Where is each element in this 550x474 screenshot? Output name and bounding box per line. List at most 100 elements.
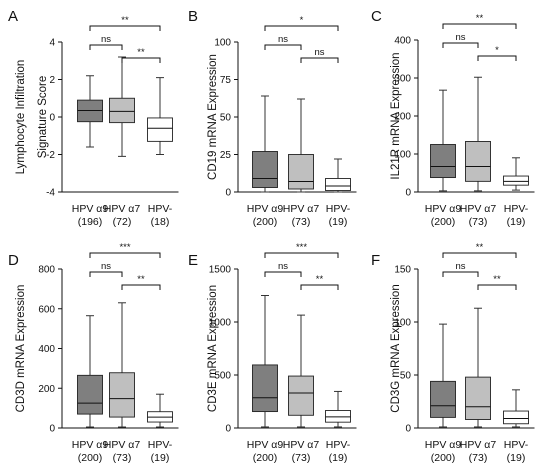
x-count-label: (73) bbox=[113, 452, 132, 464]
significance-bracket bbox=[121, 284, 161, 290]
y-tick-label: 4 bbox=[49, 38, 55, 49]
y-tick-label: 75 bbox=[220, 75, 232, 86]
box-3 bbox=[503, 157, 529, 191]
x-count-label: (200) bbox=[253, 216, 278, 228]
box-3 bbox=[147, 393, 173, 428]
significance-bracket bbox=[477, 284, 517, 290]
box-2 bbox=[465, 76, 491, 192]
significance-label: *** bbox=[119, 242, 130, 253]
y-tick-label: 0 bbox=[225, 424, 231, 435]
box-2 bbox=[288, 98, 314, 193]
box-1 bbox=[430, 323, 456, 428]
x-category-label: HPV α9 bbox=[247, 439, 284, 451]
x-category-label: HPV- bbox=[148, 203, 173, 215]
x-category-label: HPV α7 bbox=[283, 203, 320, 215]
y-tick-label: 100 bbox=[394, 150, 411, 161]
significance-bracket bbox=[442, 23, 517, 29]
panel-letter: E bbox=[188, 252, 198, 269]
significance-label: ** bbox=[493, 274, 501, 285]
y-tick-label: 500 bbox=[214, 371, 231, 382]
significance-bracket bbox=[89, 271, 123, 277]
x-category-label: HPV α7 bbox=[104, 203, 141, 215]
panel-letter: F bbox=[371, 252, 380, 269]
iqr-box bbox=[288, 154, 314, 190]
box-3 bbox=[325, 390, 351, 428]
significance-label: ns bbox=[314, 47, 324, 58]
x-count-label: (19) bbox=[507, 216, 526, 228]
x-category-label: HPV α7 bbox=[104, 439, 141, 451]
y-tick-label: 100 bbox=[214, 38, 231, 49]
significance-label: ** bbox=[316, 274, 324, 285]
y-axis-label: IL21R mRNA Expression bbox=[390, 52, 402, 179]
iqr-box bbox=[252, 151, 278, 188]
iqr-box bbox=[288, 375, 314, 416]
iqr-box bbox=[465, 141, 491, 182]
y-tick-label: 50 bbox=[400, 371, 412, 382]
y-tick-label: 400 bbox=[38, 344, 55, 355]
significance-bracket bbox=[442, 252, 517, 258]
x-count-label: (72) bbox=[113, 216, 132, 228]
box-1 bbox=[430, 89, 456, 192]
iqr-box bbox=[109, 372, 135, 418]
x-category-label: HPV- bbox=[326, 203, 351, 215]
x-count-label: (196) bbox=[78, 216, 103, 228]
significance-bracket bbox=[264, 25, 339, 31]
y-axis-label: CD3E mRNA Expression bbox=[207, 285, 219, 412]
panel-a: A -4 -2 0 2 4 Lymphocyte Infiltration Signature… bbox=[8, 8, 179, 228]
significance-label: * bbox=[495, 45, 499, 56]
significance-bracket bbox=[89, 252, 161, 258]
y-tick-label: -2 bbox=[46, 150, 55, 161]
box-2 bbox=[109, 302, 135, 428]
x-category-label: HPV α9 bbox=[72, 439, 109, 451]
significance-bracket bbox=[121, 57, 161, 63]
y-tick-label: 300 bbox=[394, 74, 411, 85]
box-3 bbox=[147, 77, 173, 155]
significance-label: ns bbox=[455, 32, 465, 43]
y-tick-label: -4 bbox=[46, 188, 55, 199]
significance-bracket bbox=[300, 57, 339, 63]
panel-c: C 0 100 200 300 400 IL21R mRNA Expression HPV α… bbox=[371, 8, 535, 228]
x-count-label: (19) bbox=[151, 452, 170, 464]
x-category-label: HPV α7 bbox=[283, 439, 320, 451]
x-count-label: (200) bbox=[431, 216, 456, 228]
iqr-box bbox=[503, 175, 529, 186]
iqr-box bbox=[430, 144, 456, 179]
iqr-box bbox=[77, 374, 103, 415]
significance-label: ** bbox=[476, 13, 484, 24]
panel-f: F 0 50 100 150 CD3G mRNA Expression HPV α9(200… bbox=[371, 242, 535, 464]
significance-bracket bbox=[89, 25, 161, 31]
panel-letter: D bbox=[8, 252, 19, 269]
y-axis-label: CD19 mRNA Expression bbox=[207, 54, 219, 180]
y-axis-label: CD3D mRNA Expression bbox=[15, 285, 27, 413]
y-tick-label: 50 bbox=[220, 113, 232, 124]
iqr-box bbox=[147, 117, 173, 142]
significance-label: * bbox=[300, 15, 304, 26]
y-tick-label: 1500 bbox=[209, 265, 232, 276]
iqr-box bbox=[503, 410, 529, 425]
x-category-label: HPV- bbox=[504, 203, 529, 215]
box-1 bbox=[77, 75, 103, 148]
y-axis-label: Signature Score bbox=[37, 76, 49, 158]
significance-bracket bbox=[264, 44, 302, 50]
x-count-label: (200) bbox=[431, 452, 456, 464]
significance-label: ns bbox=[101, 34, 111, 45]
significance-bracket bbox=[89, 44, 123, 50]
y-tick-label: 2 bbox=[49, 75, 55, 86]
significance-bracket bbox=[264, 271, 302, 277]
y-tick-label: 0 bbox=[225, 188, 231, 199]
iqr-box bbox=[325, 178, 351, 191]
x-count-label: (19) bbox=[329, 452, 348, 464]
y-tick-label: 800 bbox=[38, 265, 55, 276]
y-axis-label: Lymphocyte Infiltration bbox=[15, 60, 27, 175]
y-tick-label: 200 bbox=[394, 112, 411, 123]
x-count-label: (73) bbox=[469, 216, 488, 228]
significance-bracket bbox=[442, 42, 479, 48]
x-count-label: (19) bbox=[329, 216, 348, 228]
panel-letter: B bbox=[188, 8, 198, 25]
x-count-label: (73) bbox=[292, 216, 311, 228]
x-count-label: (200) bbox=[78, 452, 103, 464]
x-category-label: HPV α9 bbox=[72, 203, 109, 215]
x-category-label: HPV α7 bbox=[460, 203, 497, 215]
